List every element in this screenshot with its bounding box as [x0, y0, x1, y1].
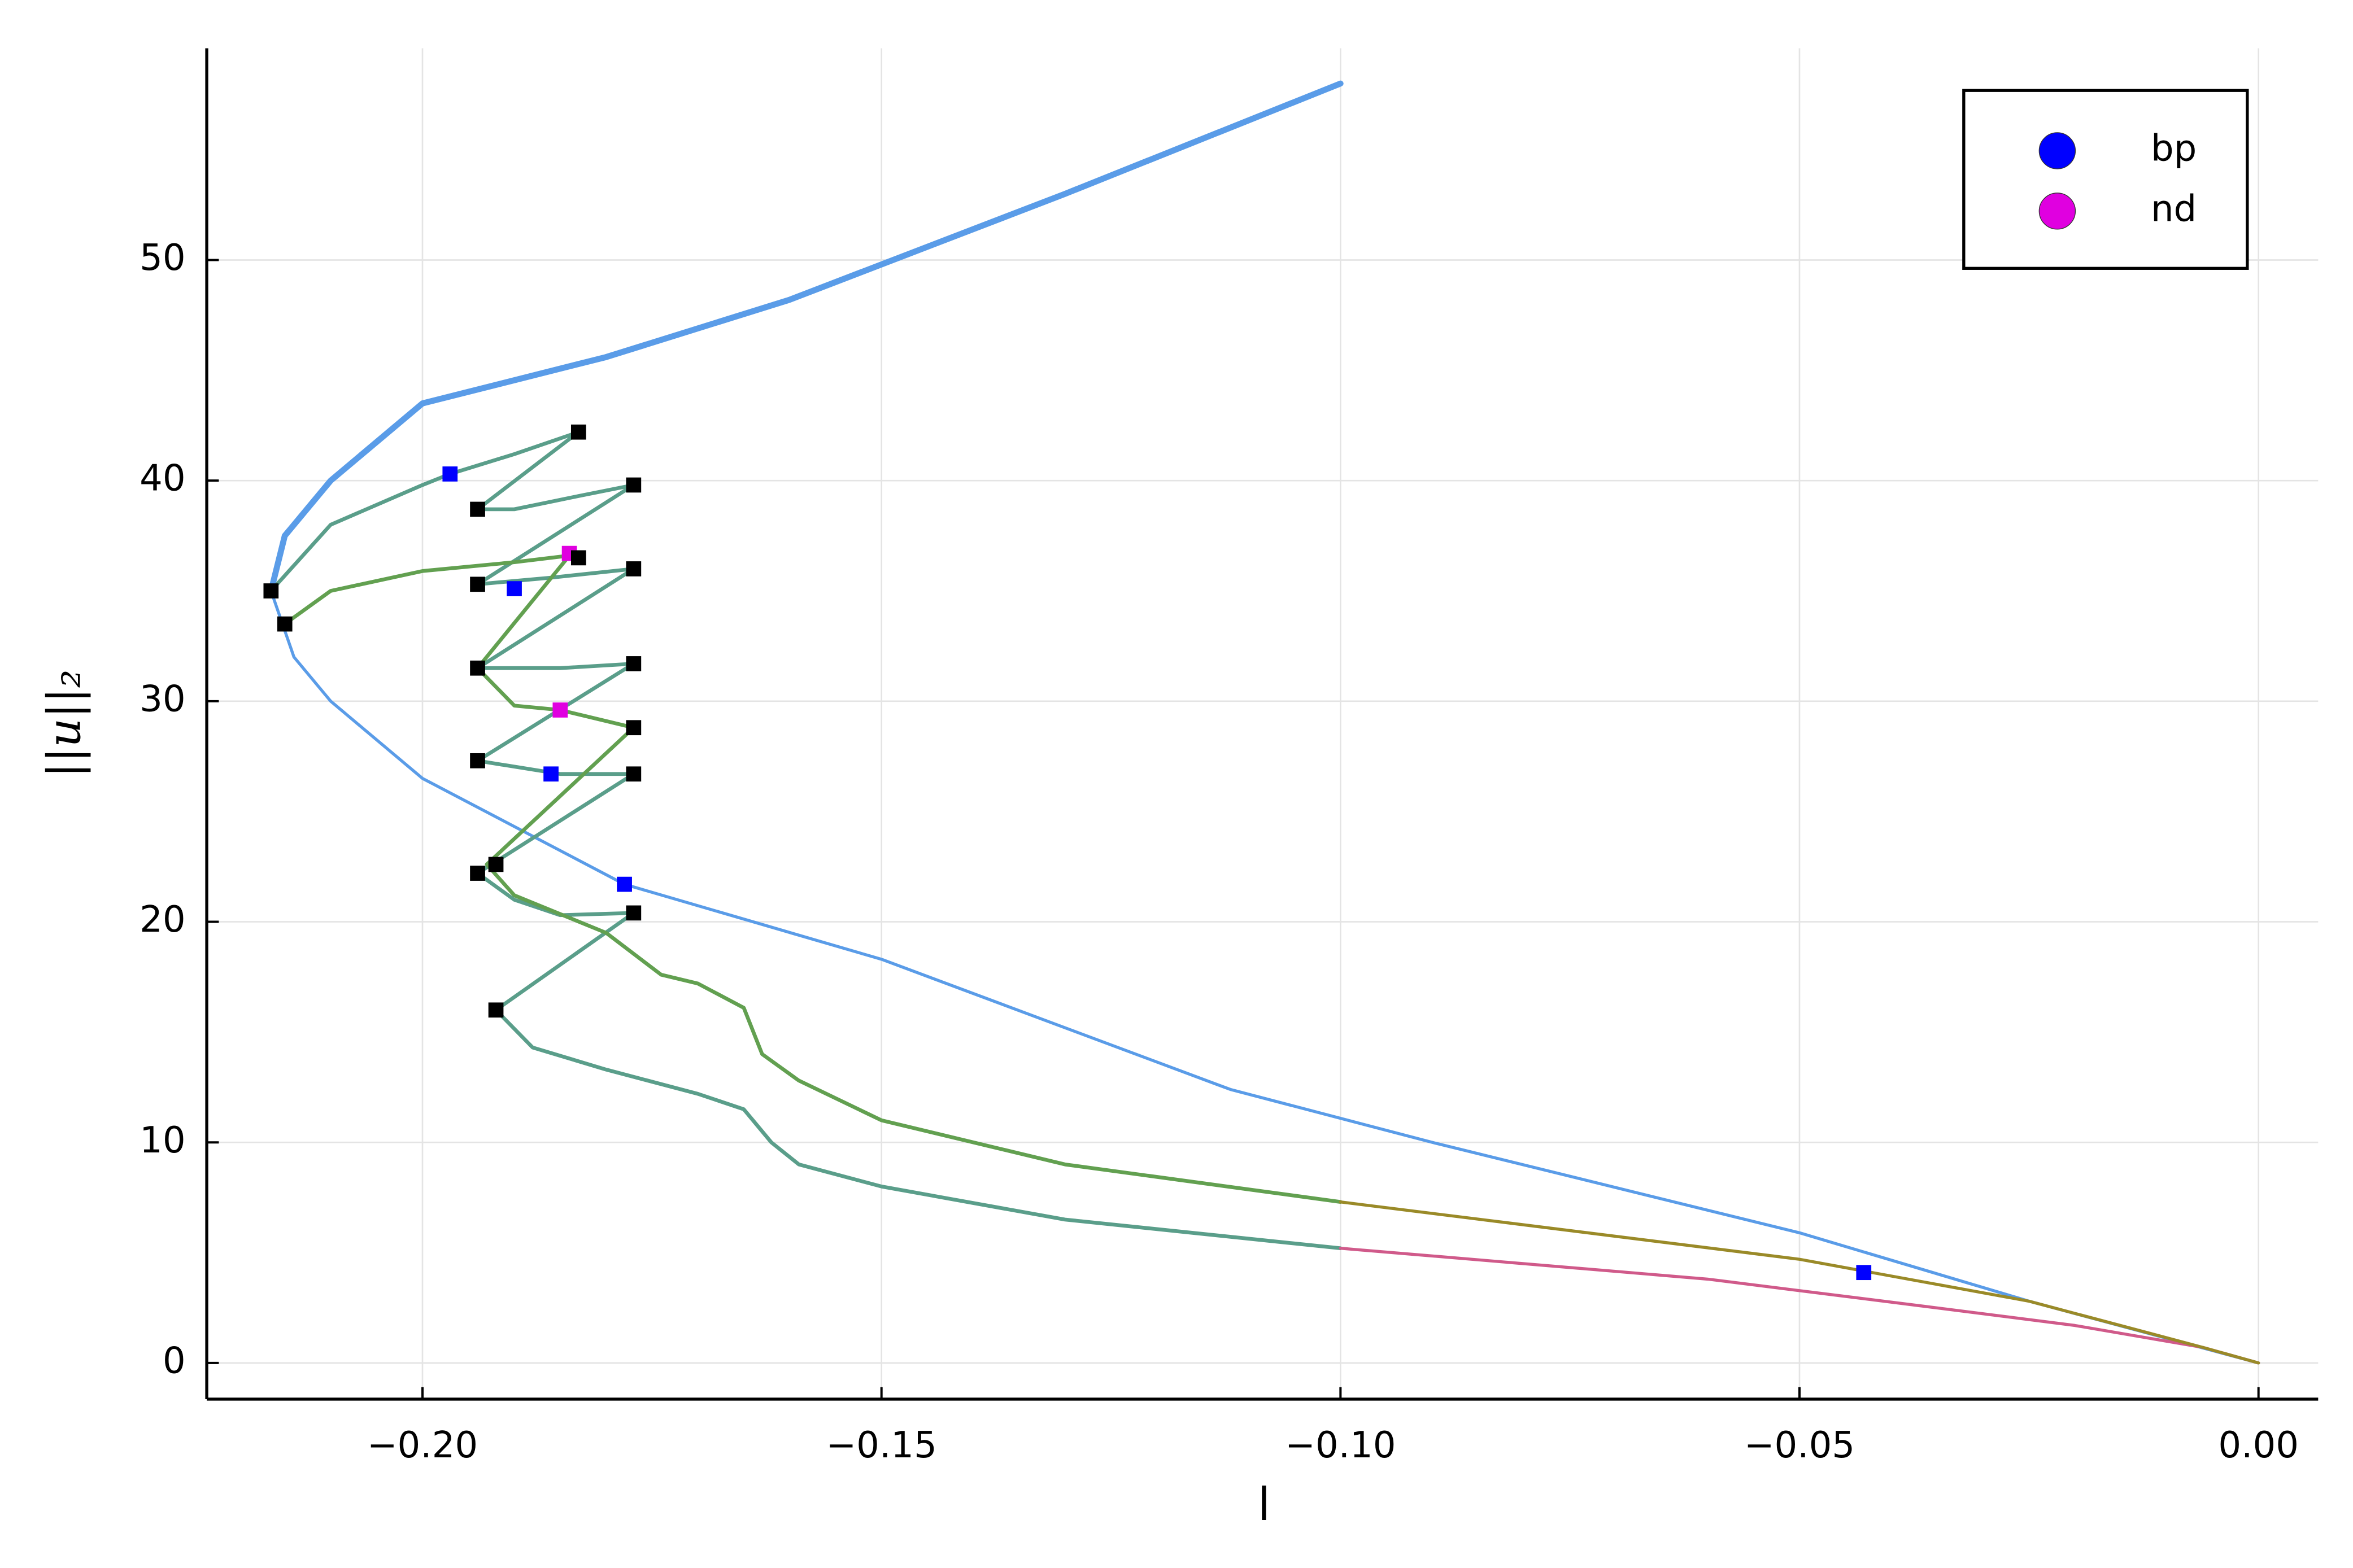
point-marker — [570, 424, 586, 440]
point-marker — [488, 857, 504, 872]
branch-line — [1339, 1200, 2260, 1365]
x-tick-label: −0.15 — [826, 1425, 936, 1466]
x-axis-label: l — [1258, 1478, 1270, 1531]
point-marker — [626, 766, 642, 782]
point-marker — [442, 466, 458, 482]
y-tick-label: 20 — [140, 899, 186, 941]
y-tick-label: 50 — [140, 237, 186, 279]
x-tick-label: −0.20 — [367, 1425, 478, 1466]
legend-swatch — [2038, 193, 2076, 230]
y-tick-label: 10 — [140, 1120, 186, 1161]
point-marker — [470, 501, 485, 517]
point-marker — [543, 766, 559, 782]
point-marker — [470, 753, 485, 768]
x-tick-label: −0.05 — [1744, 1425, 1855, 1466]
legend-box — [1962, 89, 2249, 270]
point-marker — [626, 477, 642, 493]
legend-label: nd — [2151, 188, 2197, 230]
y-tick-label: 0 — [163, 1340, 186, 1382]
point-marker — [263, 583, 279, 599]
point-marker — [470, 660, 485, 676]
point-marker — [626, 561, 642, 576]
point-marker — [617, 876, 632, 892]
branch-line — [282, 553, 1343, 1204]
x-tick-label: −0.10 — [1285, 1425, 1396, 1466]
point-marker — [1856, 1265, 1872, 1281]
legend-swatch — [2038, 132, 2076, 169]
y-tick-label: 40 — [140, 458, 186, 500]
point-marker — [626, 656, 642, 671]
point-marker — [470, 866, 485, 881]
x-tick-label: 0.00 — [2218, 1425, 2299, 1466]
point-marker — [488, 1002, 504, 1018]
point-marker — [570, 550, 586, 566]
point-marker — [626, 720, 642, 736]
point-marker — [626, 905, 642, 921]
point-marker — [470, 576, 485, 592]
y-axis-label: ||u||₂ — [38, 670, 90, 778]
y-tick-label: 30 — [140, 678, 186, 720]
point-marker — [552, 702, 568, 718]
point-marker — [507, 581, 522, 596]
branch-line — [269, 589, 2260, 1365]
branch-line — [268, 80, 1344, 594]
legend-label: bp — [2151, 128, 2197, 170]
point-marker — [277, 616, 293, 632]
